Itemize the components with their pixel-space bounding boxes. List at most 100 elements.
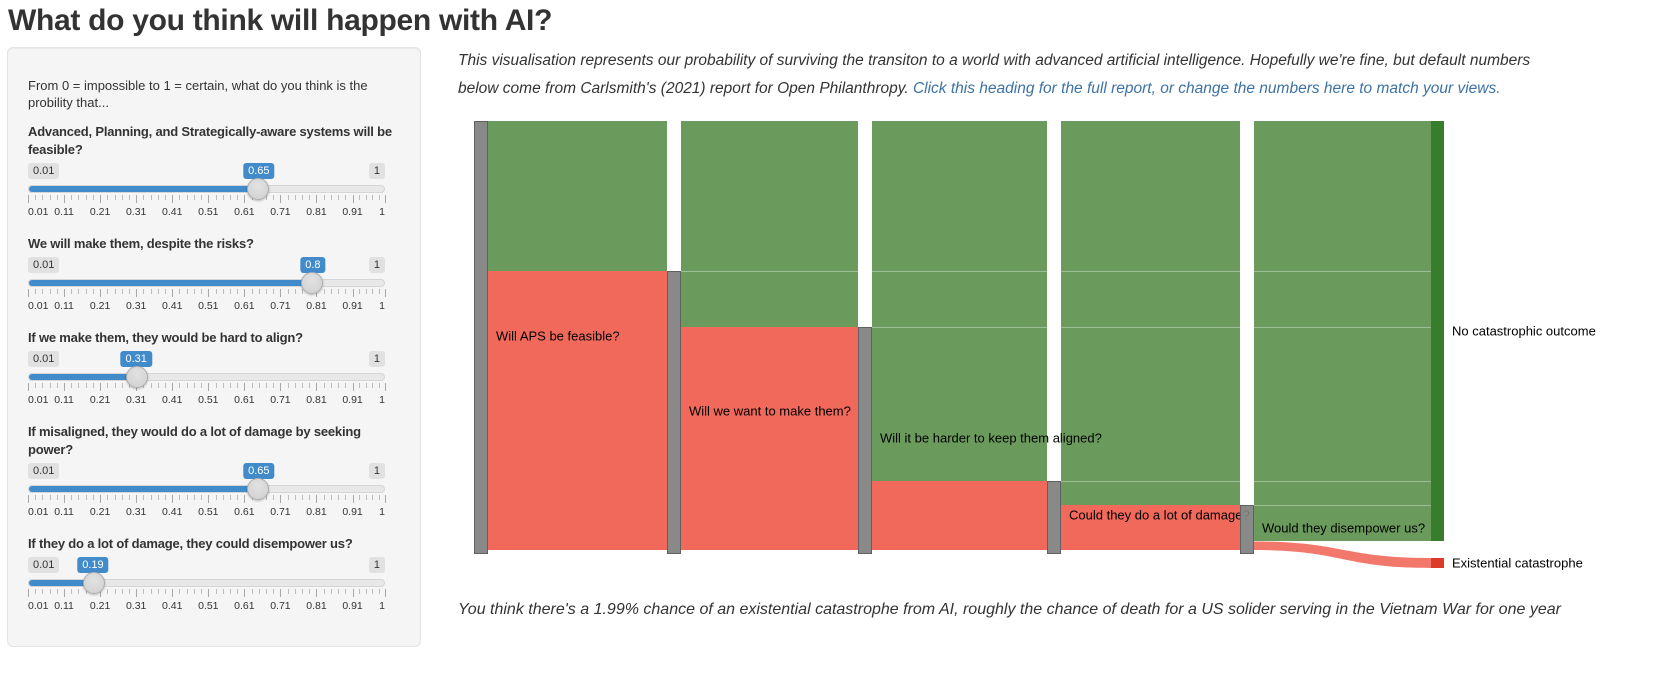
- survive-node[interactable]: [1431, 121, 1444, 542]
- tick-mark-minor: [193, 383, 195, 388]
- slider-grid: 0.01 0.11 0.21 0.31 0.41 0.51 0.61 0.71 0.81 0.91…: [28, 195, 386, 219]
- tick-mark-minor: [92, 495, 94, 500]
- slider-max-badge: 1: [368, 163, 385, 179]
- tick-mark-minor: [251, 383, 253, 388]
- tick-mark: [385, 589, 386, 597]
- tick-mark-minor: [150, 289, 152, 294]
- slider-feasible[interactable]: 0.01 0.65 1 0.01 0.11 0.21 0.31 0.41 0.51 0.61…: [28, 163, 386, 219]
- tick-label: 1: [379, 206, 385, 218]
- catastrophe-node[interactable]: [1431, 558, 1444, 568]
- tick-label: 0.81: [306, 600, 327, 612]
- tick-mark-minor: [359, 589, 361, 594]
- tick-mark: [64, 383, 66, 391]
- slider-handle[interactable]: [247, 478, 270, 500]
- full-report-link[interactable]: Click this heading for the full report, …: [912, 80, 1501, 97]
- tick-label: 0.61: [234, 506, 255, 518]
- tick-label: 1: [379, 394, 385, 406]
- flow-separator: [1254, 505, 1431, 507]
- tick-mark-minor: [186, 589, 188, 594]
- tick-mark: [280, 589, 282, 597]
- tick-mark-minor: [143, 589, 145, 594]
- tick-mark-minor: [359, 195, 361, 200]
- tick-label: 0.91: [342, 206, 363, 218]
- tick-mark: [385, 195, 386, 203]
- tick-mark-minor: [338, 589, 340, 594]
- tick-mark: [385, 289, 386, 297]
- tick-mark: [208, 383, 210, 391]
- tick-mark-minor: [365, 383, 367, 388]
- tick-mark-minor: [56, 495, 58, 500]
- slider-group-make-them: We will make them, despite the risks? 0.…: [28, 235, 400, 313]
- slider-handle[interactable]: [247, 178, 270, 200]
- slider-fill: [29, 580, 94, 586]
- tick-mark-minor: [302, 289, 304, 294]
- slider-track[interactable]: [28, 478, 385, 500]
- tick-mark-minor: [92, 383, 94, 388]
- tick-mark-minor: [114, 589, 116, 594]
- viz-intro-text: This visualisation represents our probab…: [458, 52, 1531, 97]
- tick-label: 0.31: [125, 394, 147, 406]
- sankey-stage-node[interactable]: [1047, 480, 1061, 554]
- tick-mark-minor: [56, 383, 58, 388]
- sankey-stage-node[interactable]: [858, 326, 872, 554]
- sankey-node-label: Would they disempower us?: [1262, 520, 1426, 536]
- tick-mark-minor: [345, 589, 347, 594]
- tick-mark-minor: [338, 495, 340, 500]
- risk-flow-segment: [872, 480, 1047, 550]
- slider-group-hard-align: If we make them, they would be hard to a…: [28, 329, 400, 407]
- tick-mark: [136, 289, 138, 297]
- tick-label: 0.21: [89, 300, 111, 312]
- slider-track[interactable]: [28, 272, 385, 294]
- tick-mark-minor: [258, 289, 260, 294]
- risk-flow-segment: [681, 326, 858, 550]
- slider-hard-align[interactable]: 0.01 0.31 1 0.01 0.11 0.21 0.31 0.41 0.51 0.61…: [28, 351, 386, 407]
- tick-label: 0.21: [89, 206, 111, 218]
- tick-mark: [280, 195, 282, 203]
- tick-mark: [28, 289, 29, 297]
- slider-handle[interactable]: [125, 366, 148, 388]
- slider-min-badge: 0.01: [28, 557, 60, 573]
- tick-label: 0.71: [270, 300, 291, 312]
- tick-mark-minor: [345, 289, 347, 294]
- slider-track[interactable]: [28, 178, 385, 200]
- tick-mark-minor: [49, 289, 51, 294]
- tick-label: 0.01: [28, 506, 49, 518]
- sankey-stage-node[interactable]: [667, 271, 681, 554]
- slider-track[interactable]: [28, 572, 385, 594]
- slider-handle[interactable]: [301, 272, 324, 294]
- slider-disempower[interactable]: 0.01 0.19 1 0.01 0.11 0.21 0.31 0.41 0.51 0.61…: [28, 557, 386, 613]
- tick-mark-minor: [309, 495, 311, 500]
- tick-mark-minor: [266, 495, 267, 500]
- tick-mark-minor: [78, 589, 80, 594]
- tick-mark-minor: [365, 195, 367, 200]
- tick-mark-minor: [258, 589, 260, 594]
- tick-mark: [28, 383, 29, 391]
- tick-mark-minor: [179, 195, 181, 200]
- tick-mark-minor: [49, 589, 51, 594]
- slider-group-feasible: Advanced, Planning, and Strategically-aw…: [28, 123, 400, 219]
- tick-mark-minor: [302, 195, 304, 200]
- tick-mark-minor: [378, 383, 380, 388]
- slider-damage[interactable]: 0.01 0.65 1 0.01 0.11 0.21 0.31 0.41 0.51 0.61…: [28, 463, 386, 519]
- tick-label: 0.51: [198, 506, 219, 518]
- tick-mark-minor: [121, 289, 123, 294]
- tick-mark: [172, 383, 174, 391]
- slider-max-badge: 1: [368, 351, 385, 367]
- slider-fill: [29, 374, 137, 380]
- tick-mark: [316, 589, 318, 597]
- tick-mark-minor: [186, 495, 188, 500]
- controls-intro: From 0 = impossible to 1 = certain, what…: [28, 78, 368, 110]
- tick-mark: [316, 495, 318, 503]
- tick-mark-minor: [114, 495, 116, 500]
- slider-handle[interactable]: [82, 572, 105, 594]
- sankey-stage-node[interactable]: [474, 121, 488, 554]
- tick-mark-minor: [229, 383, 231, 388]
- slider-make-them[interactable]: 0.01 0.8 1 0.01 0.11 0.21 0.31 0.41 0.51 0.61 0…: [28, 257, 386, 313]
- slider-track[interactable]: [28, 366, 385, 388]
- tick-mark-minor: [323, 383, 325, 388]
- slider-group-damage: If misaligned, they would do a lot of da…: [28, 423, 400, 519]
- sankey-stage-node[interactable]: [1240, 505, 1254, 554]
- tick-mark: [100, 589, 102, 597]
- tick-mark-minor: [215, 383, 217, 388]
